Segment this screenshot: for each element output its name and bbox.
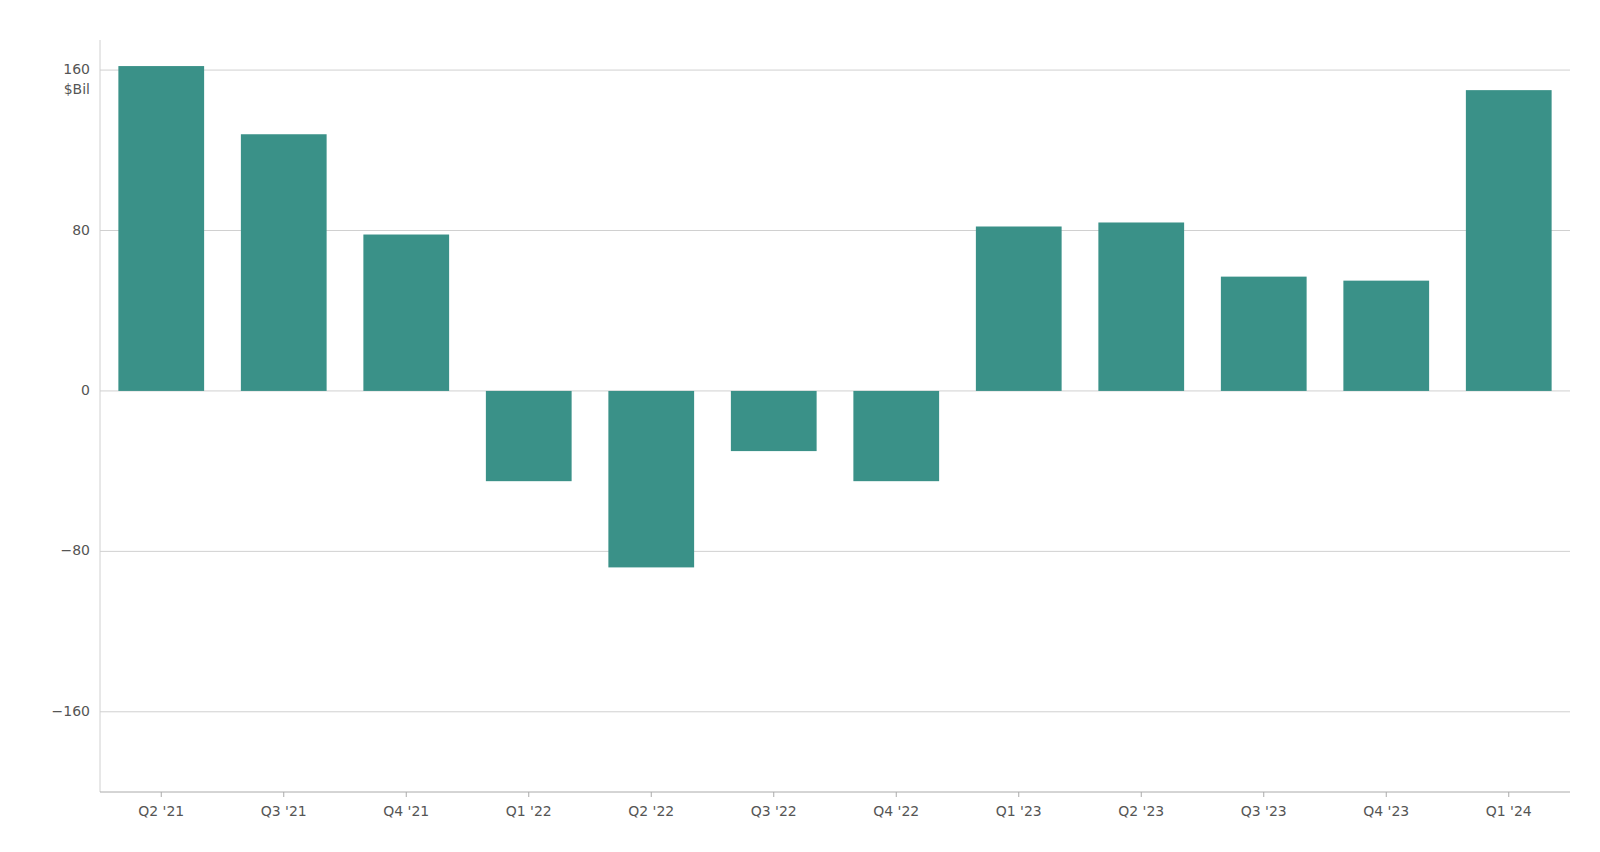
- x-tick: [283, 792, 284, 797]
- x-tick-label: Q4 '21: [383, 803, 429, 819]
- x-tick-label: Q2 '23: [1118, 803, 1164, 819]
- x-tick-label: Q4 '23: [1363, 803, 1409, 819]
- bar: [241, 134, 327, 391]
- x-tick-label: Q1 '23: [996, 803, 1042, 819]
- x-tick: [773, 792, 774, 797]
- x-tick-label: Q2 '21: [138, 803, 184, 819]
- x-tick: [1508, 792, 1509, 797]
- x-tick: [651, 792, 652, 797]
- x-tick-label: Q4 '22: [873, 803, 919, 819]
- bar: [1098, 222, 1184, 390]
- x-tick-label: Q3 '21: [261, 803, 307, 819]
- y-tick-label: 160: [63, 61, 90, 77]
- bar: [853, 391, 939, 481]
- chart-container: 160 80 0 −80 −160 $Bil Q2 '21 Q3 '21 Q4 '21 Q1 '2…: [0, 0, 1600, 852]
- bar: [1466, 90, 1552, 391]
- x-tick: [1386, 792, 1387, 797]
- bar: [608, 391, 694, 567]
- x-tick: [896, 792, 897, 797]
- x-axis-line: [100, 792, 1570, 793]
- x-tick-label: Q1 '22: [506, 803, 552, 819]
- x-tick: [1263, 792, 1264, 797]
- bar: [1221, 277, 1307, 391]
- grid: [100, 70, 1570, 712]
- x-tick: [1141, 792, 1142, 797]
- grid-line: [100, 551, 1570, 552]
- x-tick-label: Q2 '22: [628, 803, 674, 819]
- y-tick-label: 0: [81, 382, 90, 398]
- x-tick-label: Q3 '22: [751, 803, 797, 819]
- grid-line: [100, 711, 1570, 712]
- bar: [1343, 281, 1429, 391]
- y-axis-line: [100, 40, 101, 792]
- grid-line: [100, 70, 1570, 71]
- y-axis-label: $Bil: [64, 81, 90, 97]
- x-tick: [406, 792, 407, 797]
- x-tick-label: Q3 '23: [1241, 803, 1287, 819]
- bar: [976, 226, 1062, 390]
- axes: 160 80 0 −80 −160 $Bil Q2 '21 Q3 '21 Q4 '21 Q1 '2…: [52, 40, 1570, 819]
- x-tick: [528, 792, 529, 797]
- bar: [731, 391, 817, 451]
- bar: [363, 235, 449, 391]
- x-tick: [1018, 792, 1019, 797]
- chart-svg: 160 80 0 −80 −160 $Bil Q2 '21 Q3 '21 Q4 '21 Q1 '2…: [0, 0, 1600, 852]
- y-tick-label: 80: [72, 222, 90, 238]
- y-tick-label: −80: [60, 542, 90, 558]
- bars: [118, 66, 1551, 567]
- y-tick-label: −160: [52, 703, 90, 719]
- x-tick: [161, 792, 162, 797]
- bar: [486, 391, 572, 481]
- x-tick-label: Q1 '24: [1486, 803, 1532, 819]
- bar: [118, 66, 204, 391]
